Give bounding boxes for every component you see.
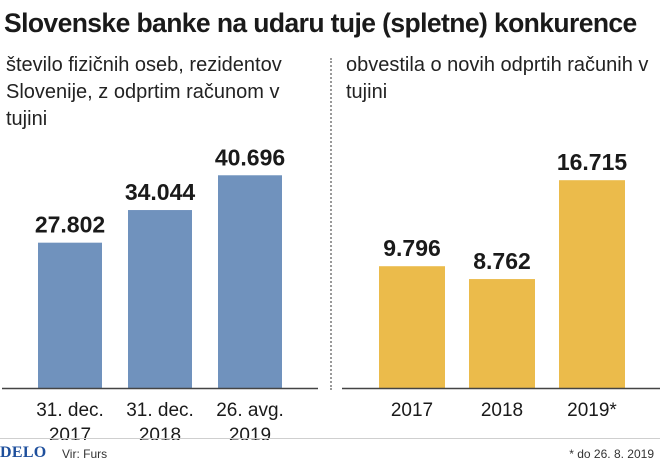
right-bar-2 (469, 279, 535, 388)
right-category-label-1: 2017 (391, 400, 433, 421)
left-value-label-3: 40.696 (215, 144, 285, 170)
left-bar-2 (128, 210, 192, 388)
right-category-label-2: 2018 (481, 400, 523, 421)
left-value-label-1: 27.802 (35, 212, 105, 238)
right-bar-3 (559, 180, 625, 388)
source-note: Vir: Furs (62, 447, 108, 461)
bar-charts: 27.802 31. dec. 2017 34.044 31. dec. 2018 40.6… (2, 144, 660, 440)
left-category-label-1-line-1: 31. dec. (36, 400, 104, 421)
right-chart-subtitle: obvestila o novih odprtih računih v tuji… (346, 54, 649, 103)
left-category-label-3-line-2: 2019 (229, 425, 271, 440)
right-category-label-3: 2019* (567, 400, 617, 421)
right-bar-1 (379, 266, 445, 388)
delo-logo: DELO (0, 444, 47, 461)
right-value-label-3: 16.715 (557, 149, 628, 175)
panel-divider (330, 58, 332, 390)
right-value-label-2: 8.762 (473, 248, 531, 274)
left-chart-subtitle: število fizičnih oseb, rezidentov Sloven… (6, 54, 282, 130)
left-bar-1 (38, 242, 102, 388)
footer-rule (0, 438, 660, 439)
chart-title: Slovenske banke na udaru tuje (spletne) … (4, 8, 637, 38)
left-category-label-1-line-2: 2017 (49, 425, 91, 440)
left-category-label-2-line-2: 2018 (139, 425, 181, 440)
footnote: * do 26. 8. 2019 (569, 447, 654, 461)
left-bar-3 (218, 175, 282, 388)
left-category-label-3-line-1: 26. avg. (216, 400, 284, 421)
left-value-label-2: 34.044 (125, 179, 196, 205)
right-value-label-1: 9.796 (383, 235, 441, 261)
left-category-label-2-line-1: 31. dec. (126, 400, 194, 421)
